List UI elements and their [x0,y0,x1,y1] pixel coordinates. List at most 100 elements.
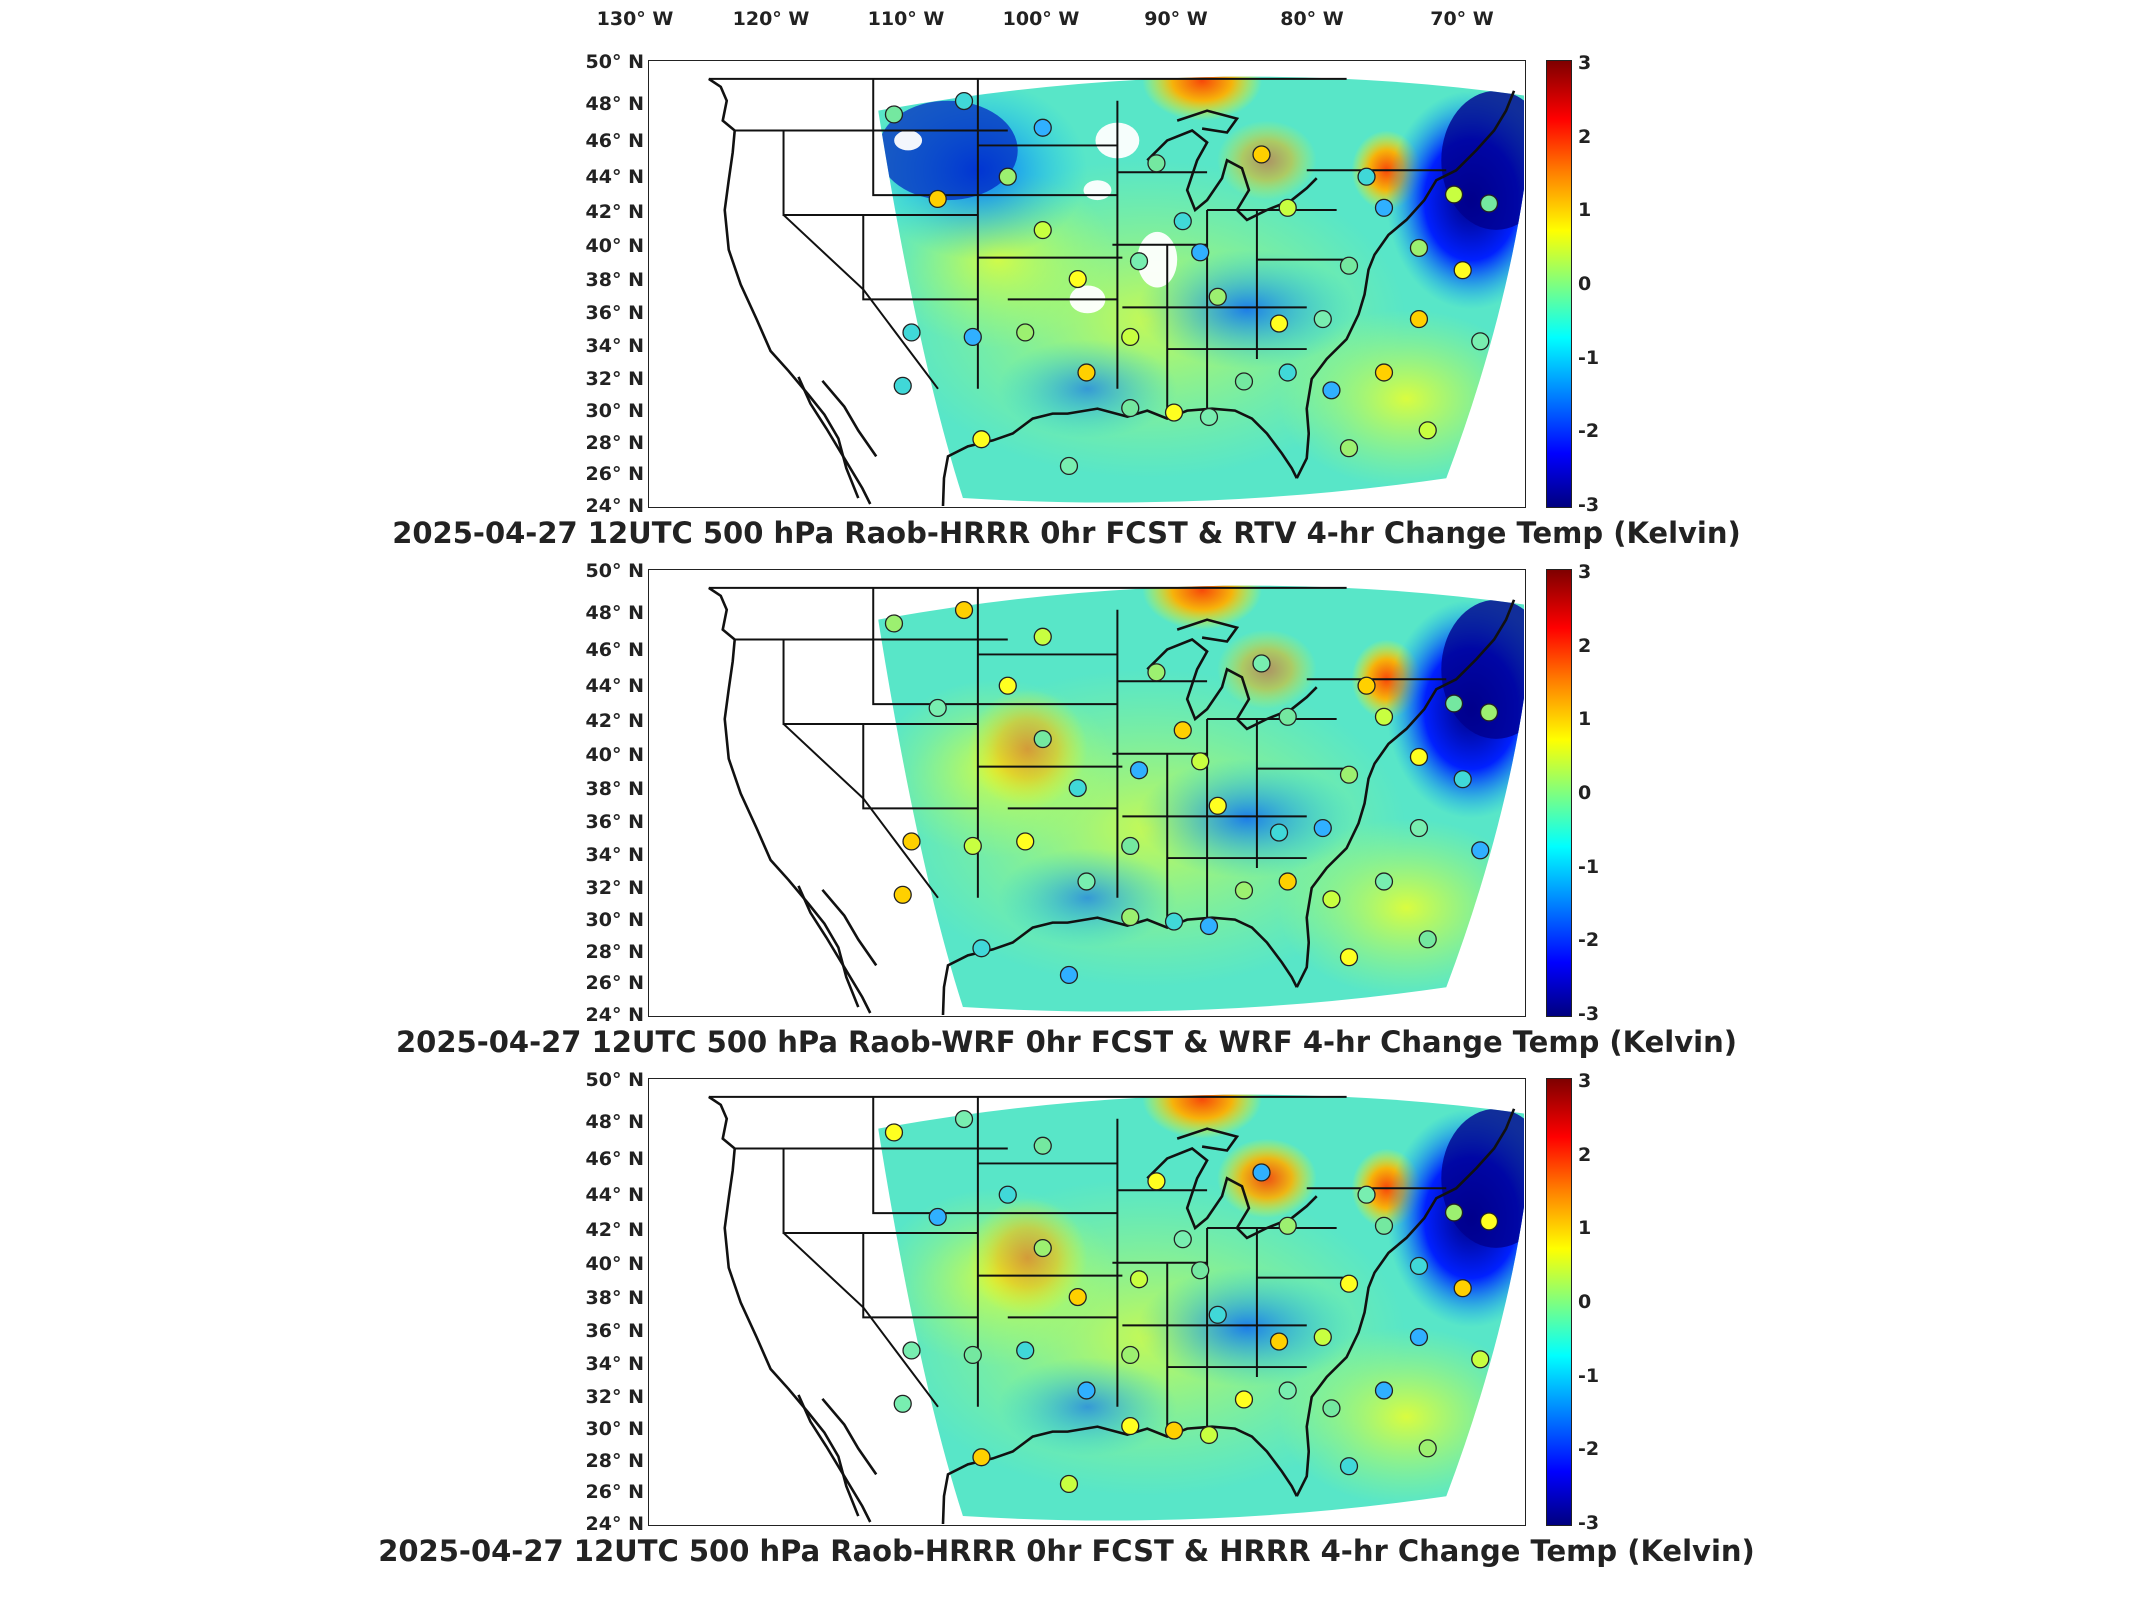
longitude-label: 80° W [1280,8,1344,30]
station-marker [1234,1390,1254,1409]
latitude-axis: 50° N 48° N 46° N 44° N 42° N 40° N 38° N 36° N… [560,1069,644,1535]
station-marker [998,167,1017,186]
map-panel-2: 50° N 48° N 46° N 44° N 42° N 40° N 38° N 36° N… [0,560,2133,1065]
colorbar-tick-label: 0 [1578,1291,1592,1313]
colorbar [1546,60,1572,508]
station-marker [1278,363,1297,382]
colorbar-tick-label: -1 [1578,855,1600,878]
station-marker [1471,332,1490,351]
station-marker [1191,1261,1210,1280]
station-marker [1278,872,1297,891]
station-marker [884,1123,904,1142]
latitude-label: 26° N [585,972,644,995]
latitude-label: 32° N [585,367,644,390]
map-frame [648,569,1526,1017]
station-marker [1453,1279,1472,1298]
station-marker [1121,1345,1140,1365]
station-marker [1339,948,1359,967]
station-marker [1147,663,1166,682]
station-marker [1121,327,1140,347]
station-marker [1173,721,1192,740]
latitude-label: 46° N [585,1148,644,1171]
latitude-label: 38° N [585,1286,644,1309]
station-marker [1374,872,1394,891]
longitude-label: 110° W [867,8,945,30]
latitude-label: 44° N [585,1184,644,1207]
latitude-label: 34° N [585,335,644,358]
station-marker [902,832,921,851]
latitude-axis: 50° N 48° N 46° N 44° N 42° N 40° N 38° N 36° N… [560,560,644,1026]
station-marker [1121,1416,1140,1436]
station-marker [1339,765,1359,784]
latitude-label: 32° N [585,1385,644,1408]
colorbar-ticks: 3 2 1 0 -1 -2 -3 [1578,52,1618,516]
station-marker [1409,1256,1429,1276]
coastlines [708,586,1516,1015]
station-marker [1147,1172,1166,1191]
latitude-label: 26° N [585,463,644,486]
longitude-axis: 130° W 120° W 110° W 100° W 90° W 80° W 70° W [0,0,2133,40]
station-marker [1129,761,1149,780]
station-marker [1479,1212,1499,1231]
colorbar-tick-label: 2 [1578,634,1592,657]
colorbar-tick-label: -1 [1578,346,1600,369]
station-marker [1357,1185,1376,1204]
colorbar-tick-label: 2 [1578,125,1592,148]
latitude-label: 30° N [585,908,644,931]
map-svg [708,1094,1524,1524]
colorbar-tick-label: -2 [1578,1438,1600,1461]
colorbar-tick-label: 3 [1578,52,1592,74]
station-marker [1208,1305,1227,1324]
temperature-field [878,585,1524,1012]
latitude-label: 34° N [585,1353,644,1376]
station-marker [1374,363,1394,382]
latitude-label: 40° N [585,744,644,767]
latitude-label: 42° N [585,710,644,733]
longitude-label: 90° W [1144,8,1208,30]
raob-stations [884,600,1499,985]
station-marker [1357,167,1376,186]
station-marker [1252,1163,1271,1182]
station-marker [1068,1287,1087,1307]
latitude-label: 30° N [585,399,644,422]
latitude-label: 26° N [585,1481,644,1504]
colorbar-tick-label: 0 [1578,273,1592,295]
station-marker [1199,407,1219,427]
latitude-label: 34° N [585,844,644,867]
station-marker [1409,1327,1429,1347]
station-marker [1033,1136,1052,1155]
latitude-label: 36° N [585,302,644,325]
station-marker [1339,1457,1359,1476]
station-marker [1033,220,1052,240]
station-marker [1453,261,1472,280]
longitude-label: 100° W [1002,8,1080,30]
latitude-label: 24° N [585,1004,644,1026]
station-marker [1278,198,1297,217]
colorbar [1546,569,1572,1017]
station-marker [1121,398,1140,418]
colorbar-tick-label: -3 [1578,494,1600,516]
station-marker [1471,1350,1490,1369]
station-marker [1269,314,1289,333]
latitude-label: 36° N [585,1320,644,1343]
colorbar-ticks: 3 2 1 0 -1 -2 -3 [1578,561,1618,1025]
map-svg [708,585,1524,1015]
station-marker [963,327,982,347]
station-marker [972,1448,991,1467]
station-marker [1322,381,1341,400]
station-marker [1269,1332,1289,1351]
station-marker [1409,309,1429,329]
station-marker [1077,872,1096,891]
station-marker [1374,707,1394,726]
station-marker [1033,118,1052,137]
station-marker [1016,832,1035,851]
station-marker [928,189,947,209]
station-marker [1191,752,1210,771]
station-marker [1339,256,1359,275]
station-marker [1444,185,1464,204]
latitude-label: 38° N [585,268,644,291]
station-marker [963,1345,982,1365]
station-marker [1409,747,1429,767]
station-marker [1077,1381,1096,1400]
raob-stations [884,1109,1499,1494]
